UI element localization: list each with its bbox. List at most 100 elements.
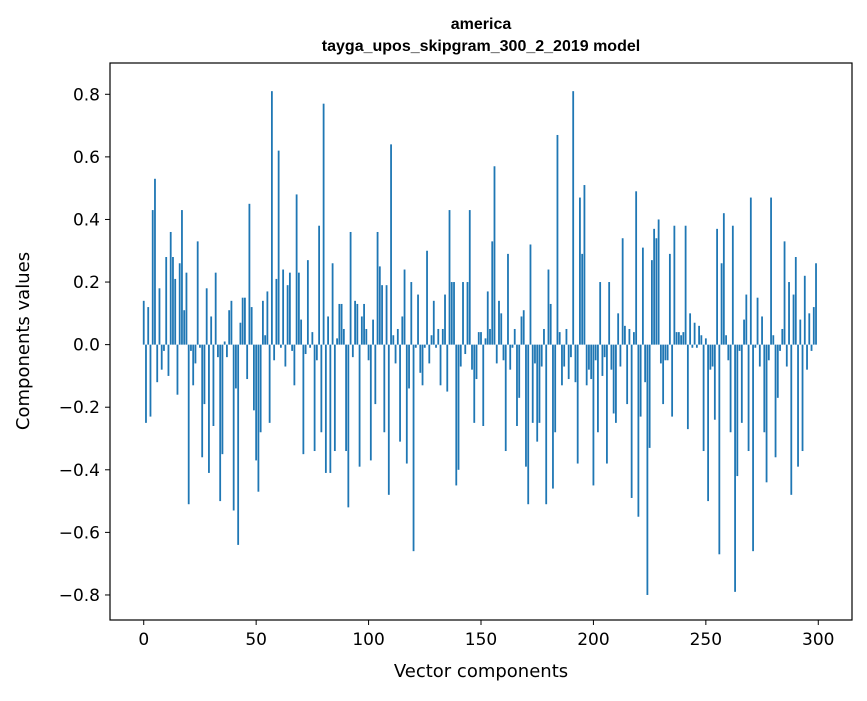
bar-component-268 xyxy=(745,294,748,345)
bar-component-276 xyxy=(763,344,766,433)
bar-component-210 xyxy=(615,344,617,423)
bar-component-32 xyxy=(214,272,217,345)
bar-component-263 xyxy=(734,344,736,592)
bar-component-15 xyxy=(176,344,179,395)
bar-component-258 xyxy=(722,213,725,345)
bar-component-119 xyxy=(410,282,413,345)
bar-component-227 xyxy=(653,228,656,345)
bar-component-272 xyxy=(754,344,757,348)
bar-component-5 xyxy=(154,178,156,345)
bar-component-116 xyxy=(403,269,406,345)
bar-component-8 xyxy=(160,344,163,370)
bar-component-163 xyxy=(509,344,512,370)
bar-component-298 xyxy=(812,307,815,345)
bar-component-17 xyxy=(181,210,183,345)
x-tick-label: 250 xyxy=(690,630,722,650)
bar-component-281 xyxy=(774,344,777,458)
bar-component-173 xyxy=(531,344,534,423)
bar-component-103 xyxy=(374,344,377,405)
bar-component-14 xyxy=(174,278,177,345)
bar-component-51 xyxy=(257,344,260,492)
bar-component-25 xyxy=(199,344,201,348)
bar-component-57 xyxy=(270,91,273,345)
bar-component-13 xyxy=(172,257,174,345)
bar-component-43 xyxy=(239,322,242,345)
bar-component-270 xyxy=(749,197,752,345)
bar-component-194 xyxy=(579,197,581,345)
bar-component-126 xyxy=(426,250,428,345)
bar-component-145 xyxy=(468,210,471,345)
bar-component-128 xyxy=(430,335,433,345)
bar-component-167 xyxy=(518,344,521,398)
bar-component-206 xyxy=(606,344,608,464)
bar-component-74 xyxy=(309,344,312,348)
bar-component-11 xyxy=(167,344,170,376)
bar-component-47 xyxy=(248,203,251,345)
bar-component-135 xyxy=(446,344,449,392)
bar-component-91 xyxy=(347,344,350,508)
bar-component-200 xyxy=(592,344,595,486)
bar-component-226 xyxy=(650,260,653,345)
bar-component-68 xyxy=(295,194,298,345)
bar-component-86 xyxy=(336,338,338,345)
bar-component-7 xyxy=(158,288,161,345)
bar-component-221 xyxy=(639,344,642,417)
bar-component-112 xyxy=(394,344,397,364)
bar-component-208 xyxy=(610,344,613,370)
bar-component-97 xyxy=(360,316,363,345)
bar-component-231 xyxy=(662,344,665,405)
bar-component-125 xyxy=(423,344,426,348)
bar-component-162 xyxy=(507,253,509,345)
bar-component-241 xyxy=(684,225,687,345)
bar-component-181 xyxy=(549,303,552,345)
x-tick-label: 100 xyxy=(352,630,384,650)
bar-component-295 xyxy=(806,344,808,370)
bar-component-0 xyxy=(142,300,145,345)
bar-component-133 xyxy=(441,328,444,345)
bar-component-82 xyxy=(327,316,329,345)
bar-component-77 xyxy=(315,344,318,361)
bar-component-254 xyxy=(713,344,716,420)
bar-component-36 xyxy=(223,341,226,345)
y-tick-label: −0.4 xyxy=(59,461,100,481)
y-tick-label: 0.0 xyxy=(73,336,100,356)
bar-component-76 xyxy=(313,344,316,452)
bar-component-124 xyxy=(421,344,424,386)
bar-component-183 xyxy=(554,344,557,433)
x-tick-label: 200 xyxy=(577,630,609,650)
bar-component-30 xyxy=(210,316,213,345)
bar-component-269 xyxy=(747,344,750,452)
bar-component-283 xyxy=(779,344,781,351)
bar-component-160 xyxy=(502,344,505,361)
bar-component-189 xyxy=(567,344,570,380)
bar-component-94 xyxy=(354,300,356,345)
bar-component-3 xyxy=(149,344,152,417)
bar-component-223 xyxy=(644,344,647,383)
bar-component-291 xyxy=(797,344,799,467)
bar-component-154 xyxy=(489,328,491,345)
bar-component-267 xyxy=(743,319,745,345)
bar-component-113 xyxy=(396,328,399,345)
bar-component-152 xyxy=(484,338,487,345)
bar-component-294 xyxy=(803,275,806,345)
bar-component-41 xyxy=(235,344,237,389)
bar-component-24 xyxy=(196,241,199,345)
bar-component-147 xyxy=(473,344,476,423)
bar-component-61 xyxy=(279,344,282,348)
bar-component-156 xyxy=(493,166,496,345)
bar-component-129 xyxy=(432,300,435,345)
bar-component-280 xyxy=(772,335,775,345)
bar-component-182 xyxy=(552,344,554,489)
bar-component-64 xyxy=(286,285,289,345)
bar-component-275 xyxy=(761,316,763,345)
bar-component-271 xyxy=(752,344,754,552)
bar-component-149 xyxy=(477,332,480,345)
bar-component-282 xyxy=(776,344,779,398)
bar-component-78 xyxy=(318,225,321,345)
bar-component-164 xyxy=(511,344,514,348)
bar-component-117 xyxy=(405,344,408,464)
bar-component-101 xyxy=(369,344,372,461)
y-tick-label: 0.6 xyxy=(73,148,100,168)
ticks-group: 0 50 100 150 200 250 300 −0.8 −0.6 −0.4 −0.2 0.0 0.2… xyxy=(59,85,835,650)
